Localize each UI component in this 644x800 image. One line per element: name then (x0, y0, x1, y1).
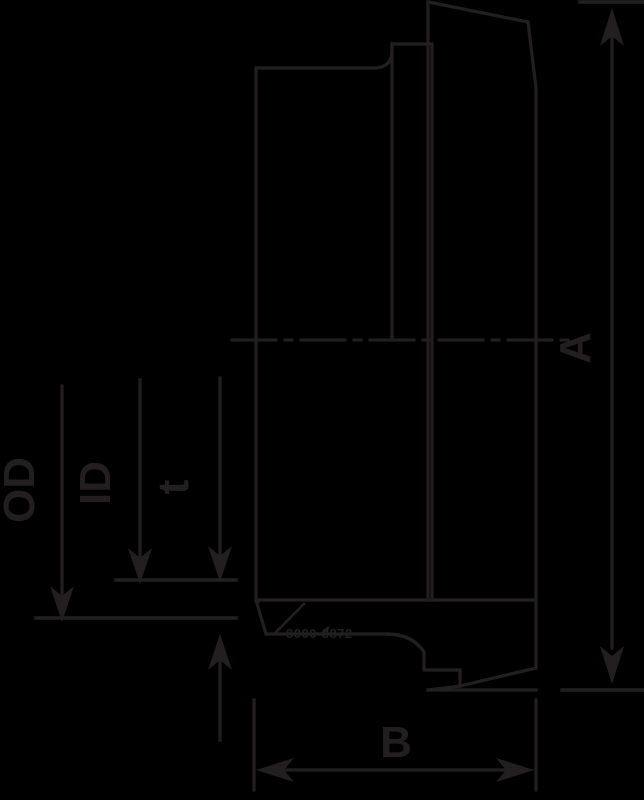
od-arrowhead-icon (50, 586, 74, 622)
dimension-line-b (252, 698, 538, 792)
a-arrowhead-top-icon (600, 8, 624, 46)
label-outer-diameter: OD (0, 457, 44, 523)
a-arrowhead-bottom-icon (600, 646, 624, 684)
section-cut-outline (254, 598, 538, 692)
thickness-arrowhead-bottom-icon (208, 634, 232, 670)
dimension-line-id (114, 378, 238, 582)
thickness-arrowhead-top-icon (208, 546, 232, 582)
label-part-number: 8000-8872 (286, 626, 353, 641)
label-height-a: A (551, 332, 600, 364)
id-arrowhead-icon (128, 548, 152, 584)
label-length-b: B (380, 718, 412, 767)
b-arrowhead-left-icon (256, 758, 294, 782)
dimension-line-a (560, 0, 644, 692)
dimension-line-od (34, 384, 238, 620)
label-inner-diameter: ID (71, 461, 120, 505)
b-arrowhead-right-icon (496, 758, 534, 782)
flange-outline (426, 0, 538, 602)
label-wall-thickness: t (149, 479, 198, 494)
ferrule-body-outline (254, 42, 434, 602)
